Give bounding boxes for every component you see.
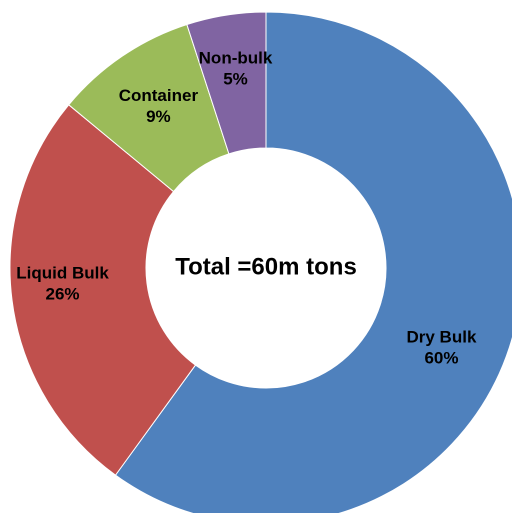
slice-dry-bulk xyxy=(114,11,512,518)
slice-category-container: Container xyxy=(119,86,199,105)
slice-category-dry-bulk: Dry Bulk xyxy=(406,327,476,346)
slice-category-liquid-bulk: Liquid Bulk xyxy=(16,263,109,282)
slice-label-liquid-bulk: Liquid Bulk 26% xyxy=(16,263,109,303)
labels-layer: Dry Bulk 60% Liquid Bulk 26% Container 9% Non-… xyxy=(16,48,477,367)
slice-category-non-bulk: Non-bulk xyxy=(199,48,273,67)
slice-label-dry-bulk: Dry Bulk 60% xyxy=(406,327,476,367)
center-total-label: Total =60m tons xyxy=(175,253,357,280)
slices-layer xyxy=(9,11,512,518)
slice-value-container: 9% xyxy=(146,107,171,126)
slice-non-bulk xyxy=(186,11,267,155)
slice-label-non-bulk: Non-bulk 5% xyxy=(199,48,273,88)
slice-value-liquid-bulk: 26% xyxy=(46,285,80,304)
slice-label-container: Container 9% xyxy=(119,86,199,126)
slice-value-non-bulk: 5% xyxy=(223,70,248,89)
slice-value-dry-bulk: 60% xyxy=(424,349,458,368)
slice-liquid-bulk xyxy=(9,104,197,476)
